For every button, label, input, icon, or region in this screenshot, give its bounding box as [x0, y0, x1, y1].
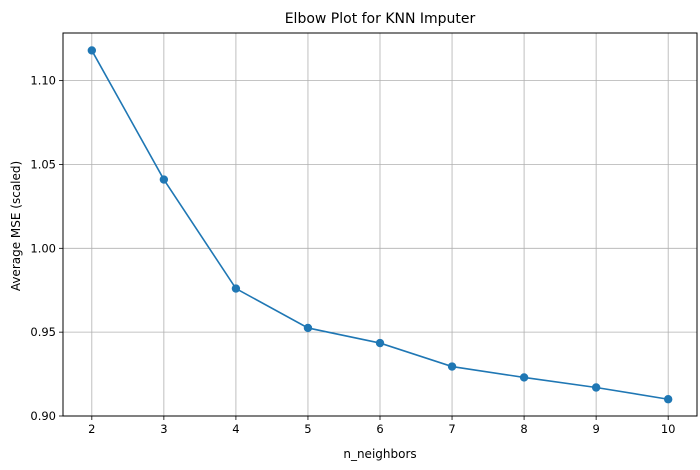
y-tick-label: 0.95 [30, 325, 56, 339]
data-point [519, 373, 529, 382]
y-axis-label: Average MSE (scaled) [9, 161, 23, 291]
x-tick-labels: 2 3 4 5 6 7 8 9 10 [88, 422, 675, 436]
x-tick-label: 8 [520, 422, 527, 436]
y-tick-label: 1.05 [30, 157, 56, 171]
x-tick-label: 4 [232, 422, 239, 436]
x-tick-label: 2 [88, 422, 95, 436]
data-point [159, 175, 169, 184]
y-tick-label: 0.90 [30, 409, 56, 423]
axis-ticks [59, 80, 669, 420]
x-tick-label: 3 [160, 422, 167, 436]
data-point [303, 323, 313, 333]
y-tick-label: 1.00 [30, 241, 56, 255]
data-point [447, 362, 457, 371]
x-tick-label: 7 [448, 422, 455, 436]
x-tick-label: 6 [376, 422, 383, 436]
grid-lines [63, 33, 697, 417]
plot-frame [62, 32, 698, 417]
data-point [663, 395, 673, 404]
x-tick-label: 5 [304, 422, 311, 436]
data-point [231, 284, 241, 293]
data-point [591, 383, 601, 392]
x-tick-label: 9 [592, 422, 599, 436]
y-tick-labels: 0.90 0.95 1.00 1.05 1.10 [30, 74, 56, 423]
x-axis-label: n_neighbors [343, 447, 416, 461]
x-tick-label: 10 [661, 422, 676, 436]
data-point [87, 46, 97, 55]
chart-title: Elbow Plot for KNN Imputer [285, 11, 476, 27]
series-layer [87, 46, 673, 404]
y-tick-label: 1.10 [30, 74, 56, 88]
data-point [375, 338, 385, 348]
